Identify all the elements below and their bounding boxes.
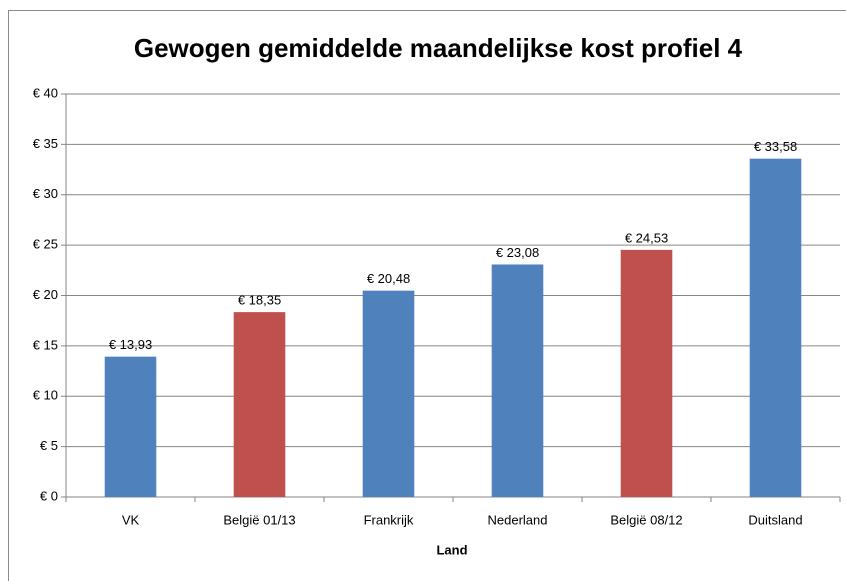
y-tick-label: € 30 xyxy=(33,186,58,201)
chart-title: Gewogen gemiddelde maandelijkse kost pro… xyxy=(134,33,743,63)
y-tick-label: € 15 xyxy=(33,337,58,352)
bar xyxy=(104,356,157,497)
y-tick-label: € 40 xyxy=(33,85,58,100)
data-label: € 24,53 xyxy=(625,230,668,245)
bar xyxy=(362,290,415,497)
bar xyxy=(749,158,802,497)
x-tick-label: België 01/13 xyxy=(223,512,295,527)
x-tick-label: VK xyxy=(122,512,140,527)
y-tick-label: € 5 xyxy=(40,438,58,453)
bar xyxy=(491,264,544,497)
x-tick-label: Duitsland xyxy=(748,512,802,527)
y-tick-label: € 20 xyxy=(33,287,58,302)
x-tick-label: Frankrijk xyxy=(364,512,414,527)
y-tick-label: € 10 xyxy=(33,388,58,403)
y-tick-label: € 25 xyxy=(33,237,58,252)
y-tick-label: € 35 xyxy=(33,136,58,151)
bar xyxy=(233,312,286,497)
y-tick-label: € 0 xyxy=(40,488,58,503)
x-tick-label: België 08/12 xyxy=(610,512,682,527)
x-tick-label: Nederland xyxy=(488,512,548,527)
data-label: € 23,08 xyxy=(496,245,539,260)
bar xyxy=(620,249,673,497)
data-label: € 18,35 xyxy=(238,293,281,308)
x-axis-title: Land xyxy=(436,542,467,557)
data-label: € 13,93 xyxy=(109,337,152,352)
data-label: € 20,48 xyxy=(367,271,410,286)
data-label: € 33,58 xyxy=(754,139,797,154)
